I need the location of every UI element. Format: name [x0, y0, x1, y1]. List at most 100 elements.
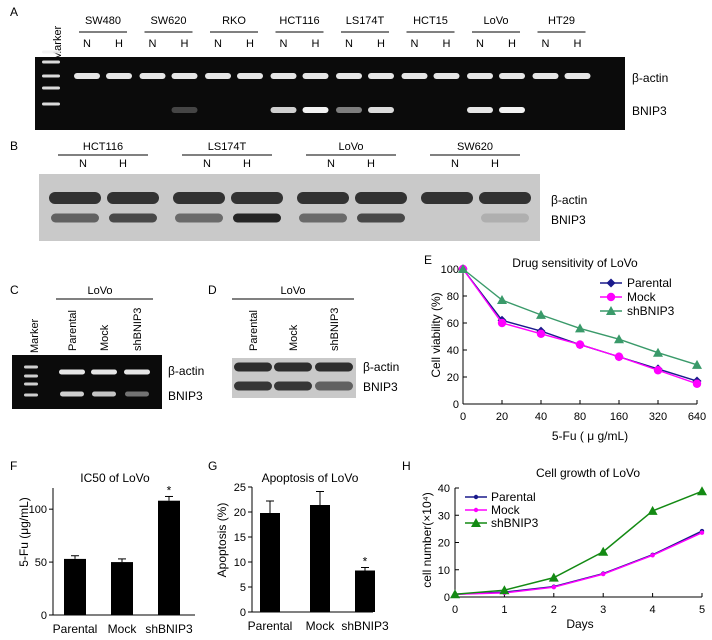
panel-a-marker-band	[42, 86, 60, 90]
panel-c-band-label-actin: β-actin	[168, 364, 204, 378]
chart-h-y-tick-label: 30	[438, 510, 450, 522]
panel-a-actin-band	[74, 73, 100, 79]
panel-a-marker-band	[42, 60, 60, 64]
panel-a-cell-line-label: RKO	[222, 15, 246, 27]
panel-b-lane-label: H	[243, 158, 251, 170]
panel-letter-d: D	[208, 283, 217, 297]
chart-f-ylabel: 5-Fu (μg/mL)	[17, 497, 31, 567]
chart-g-bar	[260, 513, 280, 612]
panel-a-lane-label: H	[181, 38, 189, 50]
chart-e-x-tick-label: 20	[496, 411, 508, 423]
data-point-marker	[601, 571, 606, 577]
chart-h-cell-growth: Cell growth of LoVo Days cell number(×10…	[420, 466, 707, 631]
panel-a-cell-line-label: HCT15	[413, 15, 448, 27]
chart-e-legend-label: Parental	[627, 276, 672, 290]
panel-a-actin-band	[106, 73, 132, 79]
panel-a-actin-band	[433, 73, 460, 79]
chart-e-ylabel: Cell viability (%)	[429, 292, 443, 377]
panel-a-bnip3-band	[336, 107, 362, 113]
panel-b-bnip3-band	[299, 213, 347, 223]
panel-a-lane-label: N	[411, 38, 419, 50]
panel-d-bnip3-band	[315, 381, 353, 391]
panel-a-lane-label: N	[149, 38, 157, 50]
panel-c-lane-label: shBNIP3	[132, 308, 144, 351]
panel-a-band-label-actin: β-actin	[632, 71, 668, 85]
chart-g-y-tick-label: 5	[240, 582, 246, 594]
chart-h-y-tick-label: 40	[438, 483, 450, 495]
chart-f-significance-mark: *	[167, 483, 172, 497]
panel-a-actin-band	[532, 73, 559, 79]
chart-g-y-tick-label: 25	[234, 482, 246, 494]
chart-g-bar	[355, 570, 375, 612]
data-point-marker	[614, 352, 624, 361]
panel-c-bnip3-band	[60, 391, 84, 397]
panel-a-lane-label: H	[443, 38, 451, 50]
chart-e-drug-sensitivity: Drug sensitivity of LoVo 5-Fu ( μ g/mL) …	[429, 256, 706, 443]
panel-b-bnip3-band	[233, 213, 281, 223]
panel-letter-h: H	[402, 459, 411, 473]
panel-a-actin-band	[205, 73, 231, 79]
panel-c-actin-band	[59, 369, 85, 375]
panel-c-bnip3-band	[125, 391, 149, 397]
panel-a-bnip3-band	[368, 107, 394, 113]
chart-h-x-tick-label: 1	[501, 604, 507, 616]
panel-b-band-label-actin: β-actin	[551, 193, 587, 207]
panel-b-lane-label: H	[367, 158, 375, 170]
panel-a-bnip3-band	[467, 107, 493, 113]
chart-f-bar	[64, 558, 86, 615]
panel-a-actin-band	[336, 73, 362, 79]
chart-e-x-tick-label: 40	[535, 411, 547, 423]
chart-e-x-tick-label: 160	[610, 411, 628, 423]
panel-a-marker-band	[42, 74, 60, 78]
panel-b-bnip3-band	[51, 213, 99, 223]
data-point-marker	[536, 329, 546, 338]
panel-a-bnip3-band	[499, 107, 525, 113]
chart-h-title: Cell growth of LoVo	[536, 466, 640, 480]
chart-g-significance-mark: *	[363, 555, 368, 569]
panel-d-group-label: LoVo	[280, 285, 305, 297]
chart-h-legend-label: Parental	[491, 490, 536, 504]
panel-c-lane-label: Parental	[67, 310, 79, 351]
panel-a-lane-label: N	[280, 38, 288, 50]
panel-a-lane-label: H	[115, 38, 123, 50]
panel-a-actin-band	[401, 73, 428, 79]
panel-a-lane-label: H	[246, 38, 254, 50]
panel-b-actin-band	[49, 192, 101, 204]
data-point-marker	[473, 507, 479, 513]
chart-h-xlabel: Days	[566, 617, 593, 631]
chart-f-title: IC50 of LoVo	[80, 471, 150, 485]
chart-g-title: Apoptosis of LoVo	[262, 471, 359, 485]
panel-d-actin-band	[274, 362, 312, 372]
chart-e-x-tick-label: 80	[574, 411, 586, 423]
panel-b-actin-band	[355, 192, 407, 204]
panel-a-actin-band	[139, 73, 166, 79]
panel-b-actin-band	[479, 192, 531, 204]
panel-a-actin-band	[302, 73, 329, 79]
chart-h-y-tick-label: 20	[438, 538, 450, 550]
panel-b-lane-label: H	[491, 158, 499, 170]
chart-g-bar	[310, 505, 330, 612]
data-point-marker	[692, 359, 702, 369]
data-point-marker	[548, 572, 559, 582]
data-point-marker	[606, 278, 616, 288]
panel-a-lane-label: N	[542, 38, 550, 50]
panel-b-bnip3-band	[357, 213, 405, 223]
panel-d-bnip3-band	[274, 381, 312, 391]
data-point-marker	[458, 264, 468, 273]
chart-g-category-label: Parental	[248, 619, 293, 633]
chart-f-bar	[111, 562, 133, 615]
panel-letter-c: C	[10, 283, 19, 297]
panel-d-actin-band	[315, 362, 353, 372]
panel-c-band-label-bnip3: BNIP3	[168, 389, 203, 403]
panel-b-lane-label: N	[79, 158, 87, 170]
chart-e-y-tick-label: 100	[441, 264, 459, 276]
panel-b-lane-label: N	[327, 158, 335, 170]
chart-g-apoptosis: Apoptosis of LoVo Apoptosis (%) 0 5 10 15 20…	[215, 471, 389, 633]
data-point-marker	[606, 306, 616, 315]
panel-b-actin-band	[297, 192, 349, 204]
panel-b-cell-line-label: LS174T	[208, 141, 247, 153]
chart-g-y-tick-label: 20	[234, 507, 246, 519]
panel-b-cell-line-label: SW620	[457, 141, 493, 153]
panel-b-cell-line-label: HCT116	[83, 141, 123, 153]
chart-e-y-tick-label: 0	[453, 399, 459, 411]
